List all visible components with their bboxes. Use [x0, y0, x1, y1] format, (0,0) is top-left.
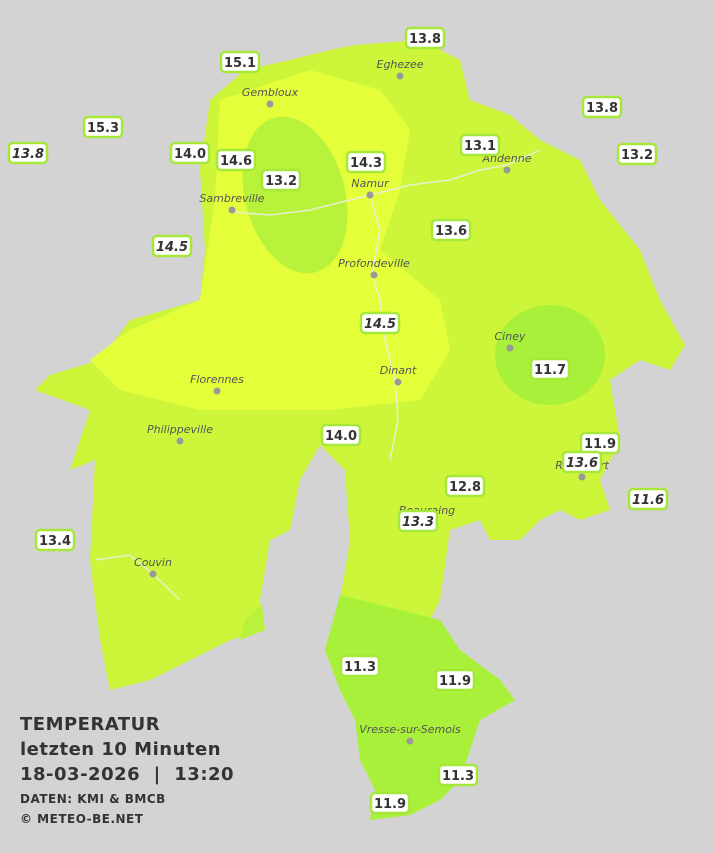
station-box — [34, 528, 76, 552]
station-value: 13.1 — [464, 139, 496, 154]
town-dot — [366, 191, 374, 199]
station-box — [320, 423, 362, 447]
station-box — [345, 150, 387, 174]
cool-zone — [325, 595, 515, 820]
station-value: 13.8 — [12, 147, 44, 162]
legend-copyright: © METEO-BE.NET — [20, 812, 144, 826]
station-value: 13.6 — [566, 456, 598, 471]
station-box — [430, 218, 472, 242]
station-box — [369, 791, 411, 815]
town-label: Florennes — [190, 373, 244, 386]
station-value: 13.6 — [435, 224, 467, 239]
cool-zone — [242, 116, 348, 274]
stations: 13.8 15.1 15.3 13.8 14.0 14.6 13.2 14.3 13.1 13.8… — [7, 26, 669, 815]
station-value: 11.3 — [442, 769, 474, 784]
station-value: 13.2 — [621, 148, 653, 163]
town-dot — [578, 473, 586, 481]
town-dot — [228, 206, 236, 214]
town-label: Ciney — [495, 330, 526, 343]
station-box — [459, 133, 501, 157]
station-value: 11.9 — [374, 797, 406, 812]
station-box — [7, 141, 49, 165]
legend-datetime: 18-03-2026 | 13:20 — [20, 764, 234, 785]
station-box — [529, 357, 571, 381]
town-label: Namur — [351, 177, 390, 190]
station-value: 11.9 — [439, 674, 471, 689]
town-dot — [406, 737, 414, 745]
station-box — [434, 668, 476, 692]
town-label: Dinant — [380, 364, 417, 377]
station-value: 13.4 — [39, 534, 71, 549]
station-box — [627, 487, 669, 511]
station-value: 13.2 — [265, 174, 297, 189]
station-box — [359, 311, 401, 335]
legend-title: TEMPERATUR — [20, 714, 160, 735]
station-box — [616, 142, 658, 166]
legend-source: DATEN: KMI & BMCB — [20, 792, 166, 806]
station-box — [169, 141, 211, 165]
town-dot — [394, 378, 402, 386]
river — [231, 149, 541, 216]
town-dot — [213, 387, 221, 395]
town-dot — [396, 72, 404, 80]
station-box — [215, 148, 257, 172]
town-label: Profondeville — [338, 257, 410, 270]
town-label: Sambreville — [199, 192, 264, 205]
station-box — [404, 26, 446, 50]
station-value: 14.0 — [174, 147, 206, 162]
town-dot — [266, 100, 274, 108]
legend-period: letzten 10 Minuten — [20, 739, 221, 760]
station-box — [339, 654, 381, 678]
station-box — [581, 95, 623, 119]
station-box — [561, 450, 603, 474]
station-value: 11.9 — [584, 437, 616, 452]
town-dot — [370, 271, 378, 279]
station-value: 15.1 — [224, 56, 256, 71]
station-value: 14.6 — [220, 154, 252, 169]
station-value: 14.0 — [325, 429, 357, 444]
station-value: 13.3 — [402, 515, 434, 530]
station-value: 14.3 — [350, 156, 382, 171]
town-label: Vresse-sur-Semois — [359, 723, 461, 736]
station-value: 12.8 — [449, 480, 481, 495]
town-dot — [503, 166, 511, 174]
station-box — [444, 474, 486, 498]
station-value: 11.6 — [632, 493, 664, 508]
station-box — [437, 763, 479, 787]
towns: EghezeeGemblouxAndenneNamurSambrevillePr… — [134, 58, 609, 745]
station-value: 11.3 — [344, 660, 376, 675]
station-value: 14.5 — [156, 240, 188, 255]
cool-zone — [495, 305, 605, 405]
town-dot — [506, 344, 514, 352]
station-box — [219, 50, 261, 74]
station-value: 15.3 — [87, 121, 119, 136]
station-box — [260, 168, 302, 192]
town-label: Eghezee — [377, 58, 424, 71]
station-box — [82, 115, 124, 139]
station-value: 11.7 — [534, 363, 566, 378]
cool-zone — [240, 605, 265, 640]
river — [94, 554, 181, 601]
station-value: 14.5 — [364, 317, 396, 332]
town-label: Gembloux — [242, 86, 299, 99]
station-box — [397, 509, 439, 533]
town-dot — [149, 570, 157, 578]
station-value: 13.8 — [409, 32, 441, 47]
station-value: 13.8 — [586, 101, 618, 116]
town-dot — [176, 437, 184, 445]
town-label: Couvin — [134, 556, 172, 569]
station-box — [151, 234, 193, 258]
town-label: Philippeville — [147, 423, 213, 436]
